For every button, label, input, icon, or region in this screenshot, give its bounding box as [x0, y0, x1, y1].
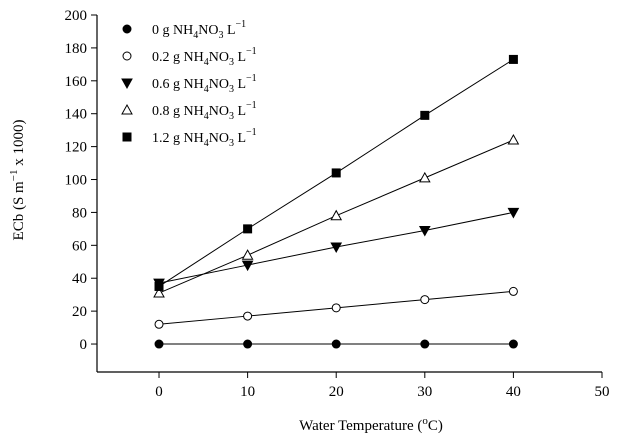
axes — [96, 15, 602, 373]
legend-marker — [122, 51, 132, 61]
y-tick-label: 200 — [65, 8, 88, 24]
legend-marker — [121, 103, 133, 115]
x-tick-label: 10 — [240, 384, 255, 400]
x-axis-title-superscript: o — [422, 415, 428, 427]
y-tick-label: 80 — [72, 205, 87, 221]
legend-entry: 0.2 g NH4NO3 L−1 — [152, 46, 257, 68]
data-point — [508, 54, 518, 64]
y-tick-label: 40 — [72, 271, 87, 287]
data-point — [241, 249, 254, 260]
legend-entry: 0.6 g NH4NO3 L−1 — [152, 73, 257, 95]
series-points — [153, 54, 520, 349]
x-tick-label: 0 — [155, 384, 163, 400]
data-point — [420, 295, 430, 305]
data-point — [507, 207, 520, 219]
y-tick-label: 60 — [72, 238, 87, 254]
tick-marks: 0 20 40 60 80 100 120 140 160 180 200 0 10 20 30 40 50 — [65, 8, 610, 400]
data-point — [331, 339, 341, 349]
data-point — [154, 339, 164, 349]
data-point — [330, 242, 343, 253]
data-point — [241, 260, 254, 272]
legend-marker — [122, 132, 132, 142]
x-tick-label: 20 — [329, 384, 344, 400]
data-point — [154, 281, 164, 291]
data-point — [420, 339, 430, 349]
data-point — [243, 224, 253, 234]
data-point — [418, 226, 431, 237]
y-tick-label: 100 — [65, 173, 88, 189]
y-tick-label: 160 — [65, 74, 88, 90]
data-point — [243, 339, 253, 349]
x-tick-label: 50 — [595, 384, 610, 400]
y-axis-title: ECb (S m−1 x 1000) — [8, 120, 27, 241]
data-point — [154, 319, 164, 329]
y-tick-label: 20 — [72, 304, 87, 320]
y-tick-label: 180 — [65, 41, 88, 57]
legend-entry: 0 g NH4NO3 L−1 — [152, 19, 246, 41]
x-axis-title: Water Temperature (oC) — [299, 415, 443, 434]
data-point — [508, 339, 518, 349]
data-point — [508, 286, 518, 296]
legend-entry: 1.2 g NH4NO3 L−1 — [152, 127, 257, 149]
y-tick-label: 120 — [65, 140, 88, 156]
data-point — [330, 209, 343, 221]
y-tick-label: 0 — [80, 337, 88, 353]
data-point — [507, 134, 520, 145]
legend-entry: 0.8 g NH4NO3 L−1 — [152, 100, 257, 122]
data-point — [420, 110, 430, 120]
y-tick-label: 140 — [65, 107, 88, 123]
series-lines — [158, 58, 514, 345]
data-point — [418, 171, 431, 183]
x-tick-label: 30 — [417, 384, 432, 400]
data-point — [153, 287, 165, 298]
legend: 0 g NH4NO3 L−1 0.2 g NH4NO3 L−1 0.6 g NH4N… — [121, 19, 257, 149]
legend-marker — [122, 24, 132, 34]
data-point — [331, 303, 341, 313]
x-tick-label: 40 — [506, 384, 521, 400]
y-axis-title-superscript: −1 — [8, 170, 20, 182]
data-point — [243, 311, 253, 321]
legend-marker — [121, 78, 133, 90]
data-point — [331, 168, 341, 178]
